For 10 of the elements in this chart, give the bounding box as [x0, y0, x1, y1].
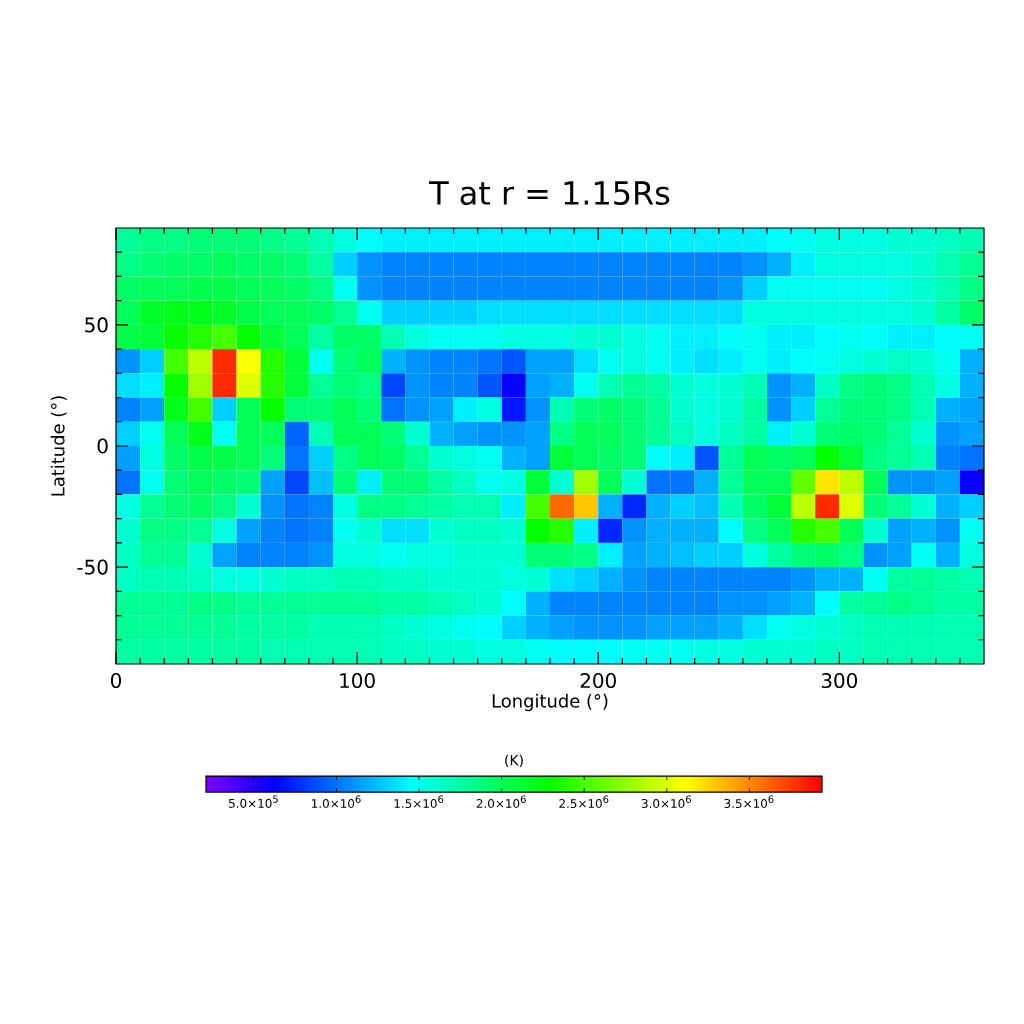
y-axis-title: Latitude (°): [50, 396, 67, 496]
chart-title: T at r = 1.15Rs: [429, 181, 670, 205]
x-tick-label: 100: [340, 673, 375, 689]
x-tick-label: 0: [110, 673, 122, 689]
x-axis-title: Longitude (°): [492, 693, 608, 712]
x-tick-label: 300: [821, 673, 858, 689]
y-tick-label: 0: [97, 438, 108, 454]
x-tick-label: 200: [580, 673, 616, 689]
y-tick-label: 50: [85, 317, 108, 333]
y-tick-label: -50: [77, 559, 108, 575]
